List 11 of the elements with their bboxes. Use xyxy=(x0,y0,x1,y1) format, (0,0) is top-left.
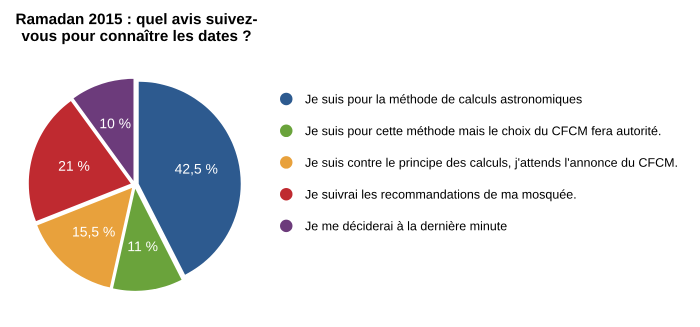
data-label: 42,5 % xyxy=(174,164,218,176)
data-label: 10 % xyxy=(100,118,131,128)
legend-label: Je suis pour la méthode de calculs astronomiques xyxy=(305,94,582,106)
legend-label: Je suivrai les recommandations de ma mosquée. xyxy=(305,189,576,202)
legend-label: Je suis contre le principe des calculs, j'attends l'annonce du CFCM. xyxy=(305,158,677,170)
data-label: 21 % xyxy=(58,161,90,171)
chart-title: Ramadan 2015 : quel avis suivez- vous pour connaître les dates ? xyxy=(16,13,257,44)
legend-label: Je me déciderai à la dernière minute xyxy=(305,221,507,230)
legend-label: Je suis pour cette méthode mais le choix du CFCM fera autorité. xyxy=(305,126,660,138)
data-label: 15,5 % xyxy=(73,226,115,238)
data-label: 11 % xyxy=(128,241,158,252)
